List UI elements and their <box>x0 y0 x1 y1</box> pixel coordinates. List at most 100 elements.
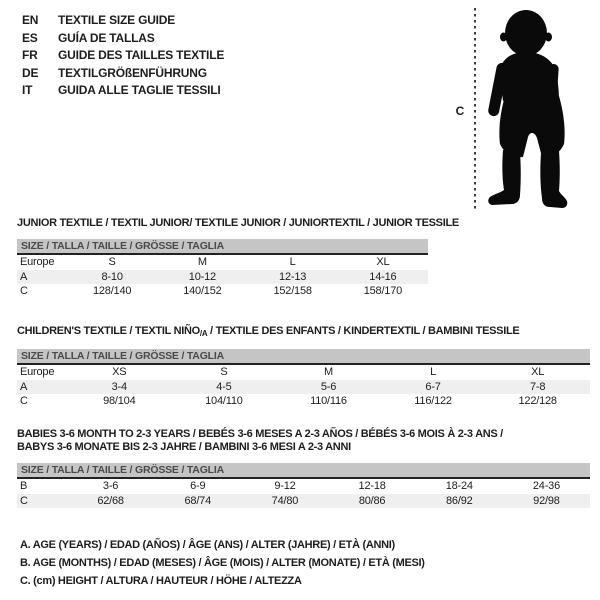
language-guide: EN TEXTILE SIZE GUIDE ES GUÍA DE TALLAS FR GU… <box>22 12 224 100</box>
language-row: IT GUIDA ALLE TAGLIE TESSILI <box>22 82 224 100</box>
section-babies: BABIES 3-6 MONTH TO 2-3 YEARS / BEBÉS 3-… <box>17 428 590 508</box>
size-header-bar: SIZE / TALLA / TAILLE / GRÖSSE / TAGLIA <box>17 349 590 363</box>
size-cell: 110/116 <box>310 395 347 408</box>
size-cell: L <box>430 366 437 379</box>
size-cell: 24-36 <box>532 480 561 493</box>
size-cell: 3-6 <box>102 480 119 493</box>
size-cell: 7-8 <box>530 380 546 393</box>
language-label: GUÍA DE TALLAS <box>58 30 155 45</box>
row-label: C <box>20 285 28 298</box>
size-header-bar: SIZE / TALLA / TAILLE / GRÖSSE / TAGLIA <box>17 239 428 253</box>
size-cell: 9-12 <box>274 480 296 493</box>
language-label: GUIDA ALLE TAGLIE TESSILI <box>58 83 221 98</box>
note-line: A. AGE (YEARS) / EDAD (AÑOS) / ÂGE (ANS)… <box>20 539 395 551</box>
size-cell: 80/86 <box>358 494 386 507</box>
section-title: CHILDREN'S TEXTILE / TEXTIL NIÑO/A / TEX… <box>17 325 590 340</box>
height-measure-label: C <box>455 104 465 118</box>
size-cell: 5-6 <box>320 380 337 393</box>
size-cell: XL <box>531 366 545 379</box>
section-title-line: BABIES 3-6 MONTH TO 2-3 YEARS / BEBÉS 3-… <box>17 428 503 440</box>
row-label: B <box>20 480 28 493</box>
row-label: C <box>20 494 28 507</box>
table-row: A 8-10 10-12 12-13 14-16 <box>17 269 428 284</box>
table-row: C 128/140 140/152 152/158 158/170 <box>17 284 428 299</box>
size-cell: 12-13 <box>279 270 307 283</box>
size-cell: 74/80 <box>271 494 299 507</box>
table-row: Europe XS S M L XL <box>17 365 590 380</box>
size-cell: 92/98 <box>533 494 560 507</box>
size-cell: M <box>324 366 333 379</box>
size-cell: S <box>220 366 228 379</box>
size-header-label: SIZE / TALLA / TAILLE / GRÖSSE / TAGLIA <box>21 464 224 476</box>
row-label: C <box>20 395 28 408</box>
size-cell: 4-5 <box>216 380 232 393</box>
language-label: TEXTILGRÖßENFÜHRUNG <box>58 65 207 80</box>
height-measure-dashed-line <box>474 8 476 212</box>
language-row: ES GUÍA DE TALLAS <box>22 30 224 48</box>
table-separator <box>17 363 590 365</box>
row-label: Europe <box>20 366 55 379</box>
size-cell: 8-10 <box>101 270 123 283</box>
size-cell: 152/158 <box>273 285 312 298</box>
language-code: EN <box>22 13 39 27</box>
table-row: A 3-4 4-5 5-6 6-7 7-8 <box>17 379 590 394</box>
size-cell: 68/74 <box>184 494 212 507</box>
language-row: FR GUIDE DES TAILLES TEXTILE <box>22 47 224 65</box>
size-cell: 158/170 <box>363 285 403 298</box>
size-cell: L <box>289 256 296 269</box>
language-label: TEXTILE SIZE GUIDE <box>58 13 176 27</box>
baby-silhouette-graphic <box>488 10 568 208</box>
note-line: C. (cm) HEIGHT / ALTURA / HAUTEUR / HÖHE… <box>20 575 302 587</box>
table-row: C 98/104 104/110 110/116 116/122 122/128 <box>17 394 590 409</box>
section-title-line: BABYS 3-6 MONATE BIS 2-3 JAHRE / BAMBINI… <box>17 441 351 453</box>
size-cell: 122/128 <box>518 395 557 408</box>
language-label: GUIDE DES TAILLES TEXTILE <box>58 48 225 63</box>
language-code: IT <box>22 83 33 98</box>
size-header-bar: SIZE / TALLA / TAILLE / GRÖSSE / TAGLIA <box>17 463 590 477</box>
row-label: A <box>20 270 28 283</box>
size-cell: 98/104 <box>103 395 136 408</box>
table-row: B 3-6 6-9 9-12 12-18 18-24 24-36 <box>17 479 590 494</box>
section-junior: JUNIOR TEXTILE / TEXTIL JUNIOR/ TEXTILE … <box>17 217 459 299</box>
size-cell: S <box>108 256 116 269</box>
size-cell: 14-16 <box>369 270 397 283</box>
language-code: ES <box>22 30 38 45</box>
baby-silhouette <box>482 6 582 212</box>
language-code: FR <box>22 48 38 63</box>
size-cell: 18-24 <box>445 480 473 493</box>
note-line: B. AGE (MONTHS) / EDAD (MESES) / ÂGE (MO… <box>20 557 425 569</box>
size-cell: 6-7 <box>425 380 441 393</box>
size-cell: XL <box>376 256 390 269</box>
size-cell: 3-4 <box>111 380 128 393</box>
table-separator <box>17 477 590 479</box>
section-children: CHILDREN'S TEXTILE / TEXTIL NIÑO/A / TEX… <box>17 325 590 409</box>
size-cell: 10-12 <box>188 270 216 283</box>
section-title: JUNIOR TEXTILE / TEXTIL JUNIOR/ TEXTILE … <box>17 217 459 230</box>
language-code: DE <box>22 65 39 80</box>
size-cell: 116/122 <box>414 395 452 408</box>
row-label: A <box>20 380 28 393</box>
size-cell: 128/140 <box>92 285 132 298</box>
language-row: DE TEXTILGRÖßENFÜHRUNG <box>22 65 224 83</box>
size-cell: 104/110 <box>205 395 243 408</box>
size-cell: M <box>197 256 207 269</box>
size-cell: 62/68 <box>97 494 124 507</box>
language-row: EN TEXTILE SIZE GUIDE <box>22 12 224 30</box>
size-cell: 12-18 <box>358 480 386 493</box>
row-label: Europe <box>20 256 55 269</box>
size-cell: 86/92 <box>446 494 473 507</box>
size-table: Europe S M L XL A 8-10 10-12 12-13 14-16 C 128/140 1… <box>17 255 428 299</box>
footnotes: A. AGE (YEARS) / EDAD (AÑOS) / ÂGE (ANS)… <box>20 536 425 590</box>
size-cell: 6-9 <box>190 480 206 493</box>
table-row: Europe S M L XL <box>17 255 428 270</box>
section-title-line: CHILDREN'S TEXTILE / TEXTIL NIÑO/A / TEX… <box>17 325 520 338</box>
table-row: C 62/68 68/74 74/80 80/86 86/92 92/98 <box>17 493 590 508</box>
section-title: BABIES 3-6 MONTH TO 2-3 YEARS / BEBÉS 3-… <box>17 428 590 454</box>
section-title-line: JUNIOR TEXTILE / TEXTIL JUNIOR/ TEXTILE … <box>17 217 459 229</box>
size-header-label: SIZE / TALLA / TAILLE / GRÖSSE / TAGLIA <box>21 350 224 362</box>
size-cell: XS <box>112 366 127 379</box>
size-header-label: SIZE / TALLA / TAILLE / GRÖSSE / TAGLIA <box>21 240 224 252</box>
table-separator <box>17 253 428 255</box>
size-table: Europe XS S M L XL A 3-4 4-5 5-6 6-7 7-8 C 98/104 104/… <box>17 365 590 409</box>
